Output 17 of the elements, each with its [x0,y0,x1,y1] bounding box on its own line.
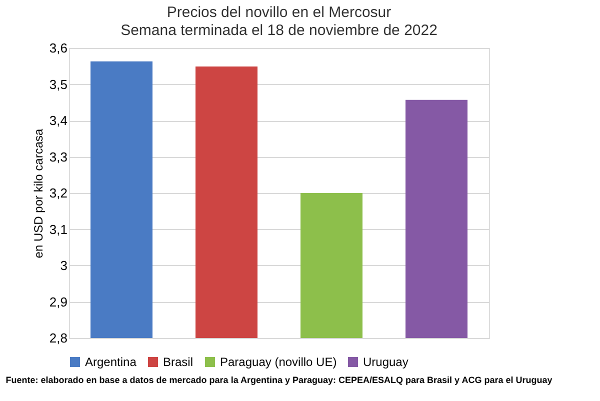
legend-label: Paraguay (novillo UE) [220,355,337,369]
chart-subtitle: Semana terminada el 18 de noviembre de 2022 [120,22,438,39]
source-note: Fuente: elaborado en base a datos de mercado para la Argentina y Paraguay: CEPEA/ESALQ para Brasil y ACG para el Uruguay [6,375,552,385]
legend-label: Uruguay [363,355,408,369]
y-tick-label: 3,5 [49,76,68,92]
y-tick-label: 3 [60,258,68,273]
legend-label: Argentina [85,355,137,369]
y-tick-label: 2,9 [49,294,68,310]
y-tick-label: 2,8 [49,330,68,346]
y-tick-label: 3,1 [49,222,68,237]
legend-label: Brasil [163,355,194,369]
y-tick-label: 3,2 [49,186,68,200]
y-tick-label: 3,3 [49,149,68,164]
y-tick-label: 3,4 [49,113,68,128]
chart-title: Precios del novillo en el Mercosur [166,4,392,21]
y-tick-label: 3,6 [49,40,68,56]
y-axis-title: en USD por kilo carcasa [31,128,46,258]
